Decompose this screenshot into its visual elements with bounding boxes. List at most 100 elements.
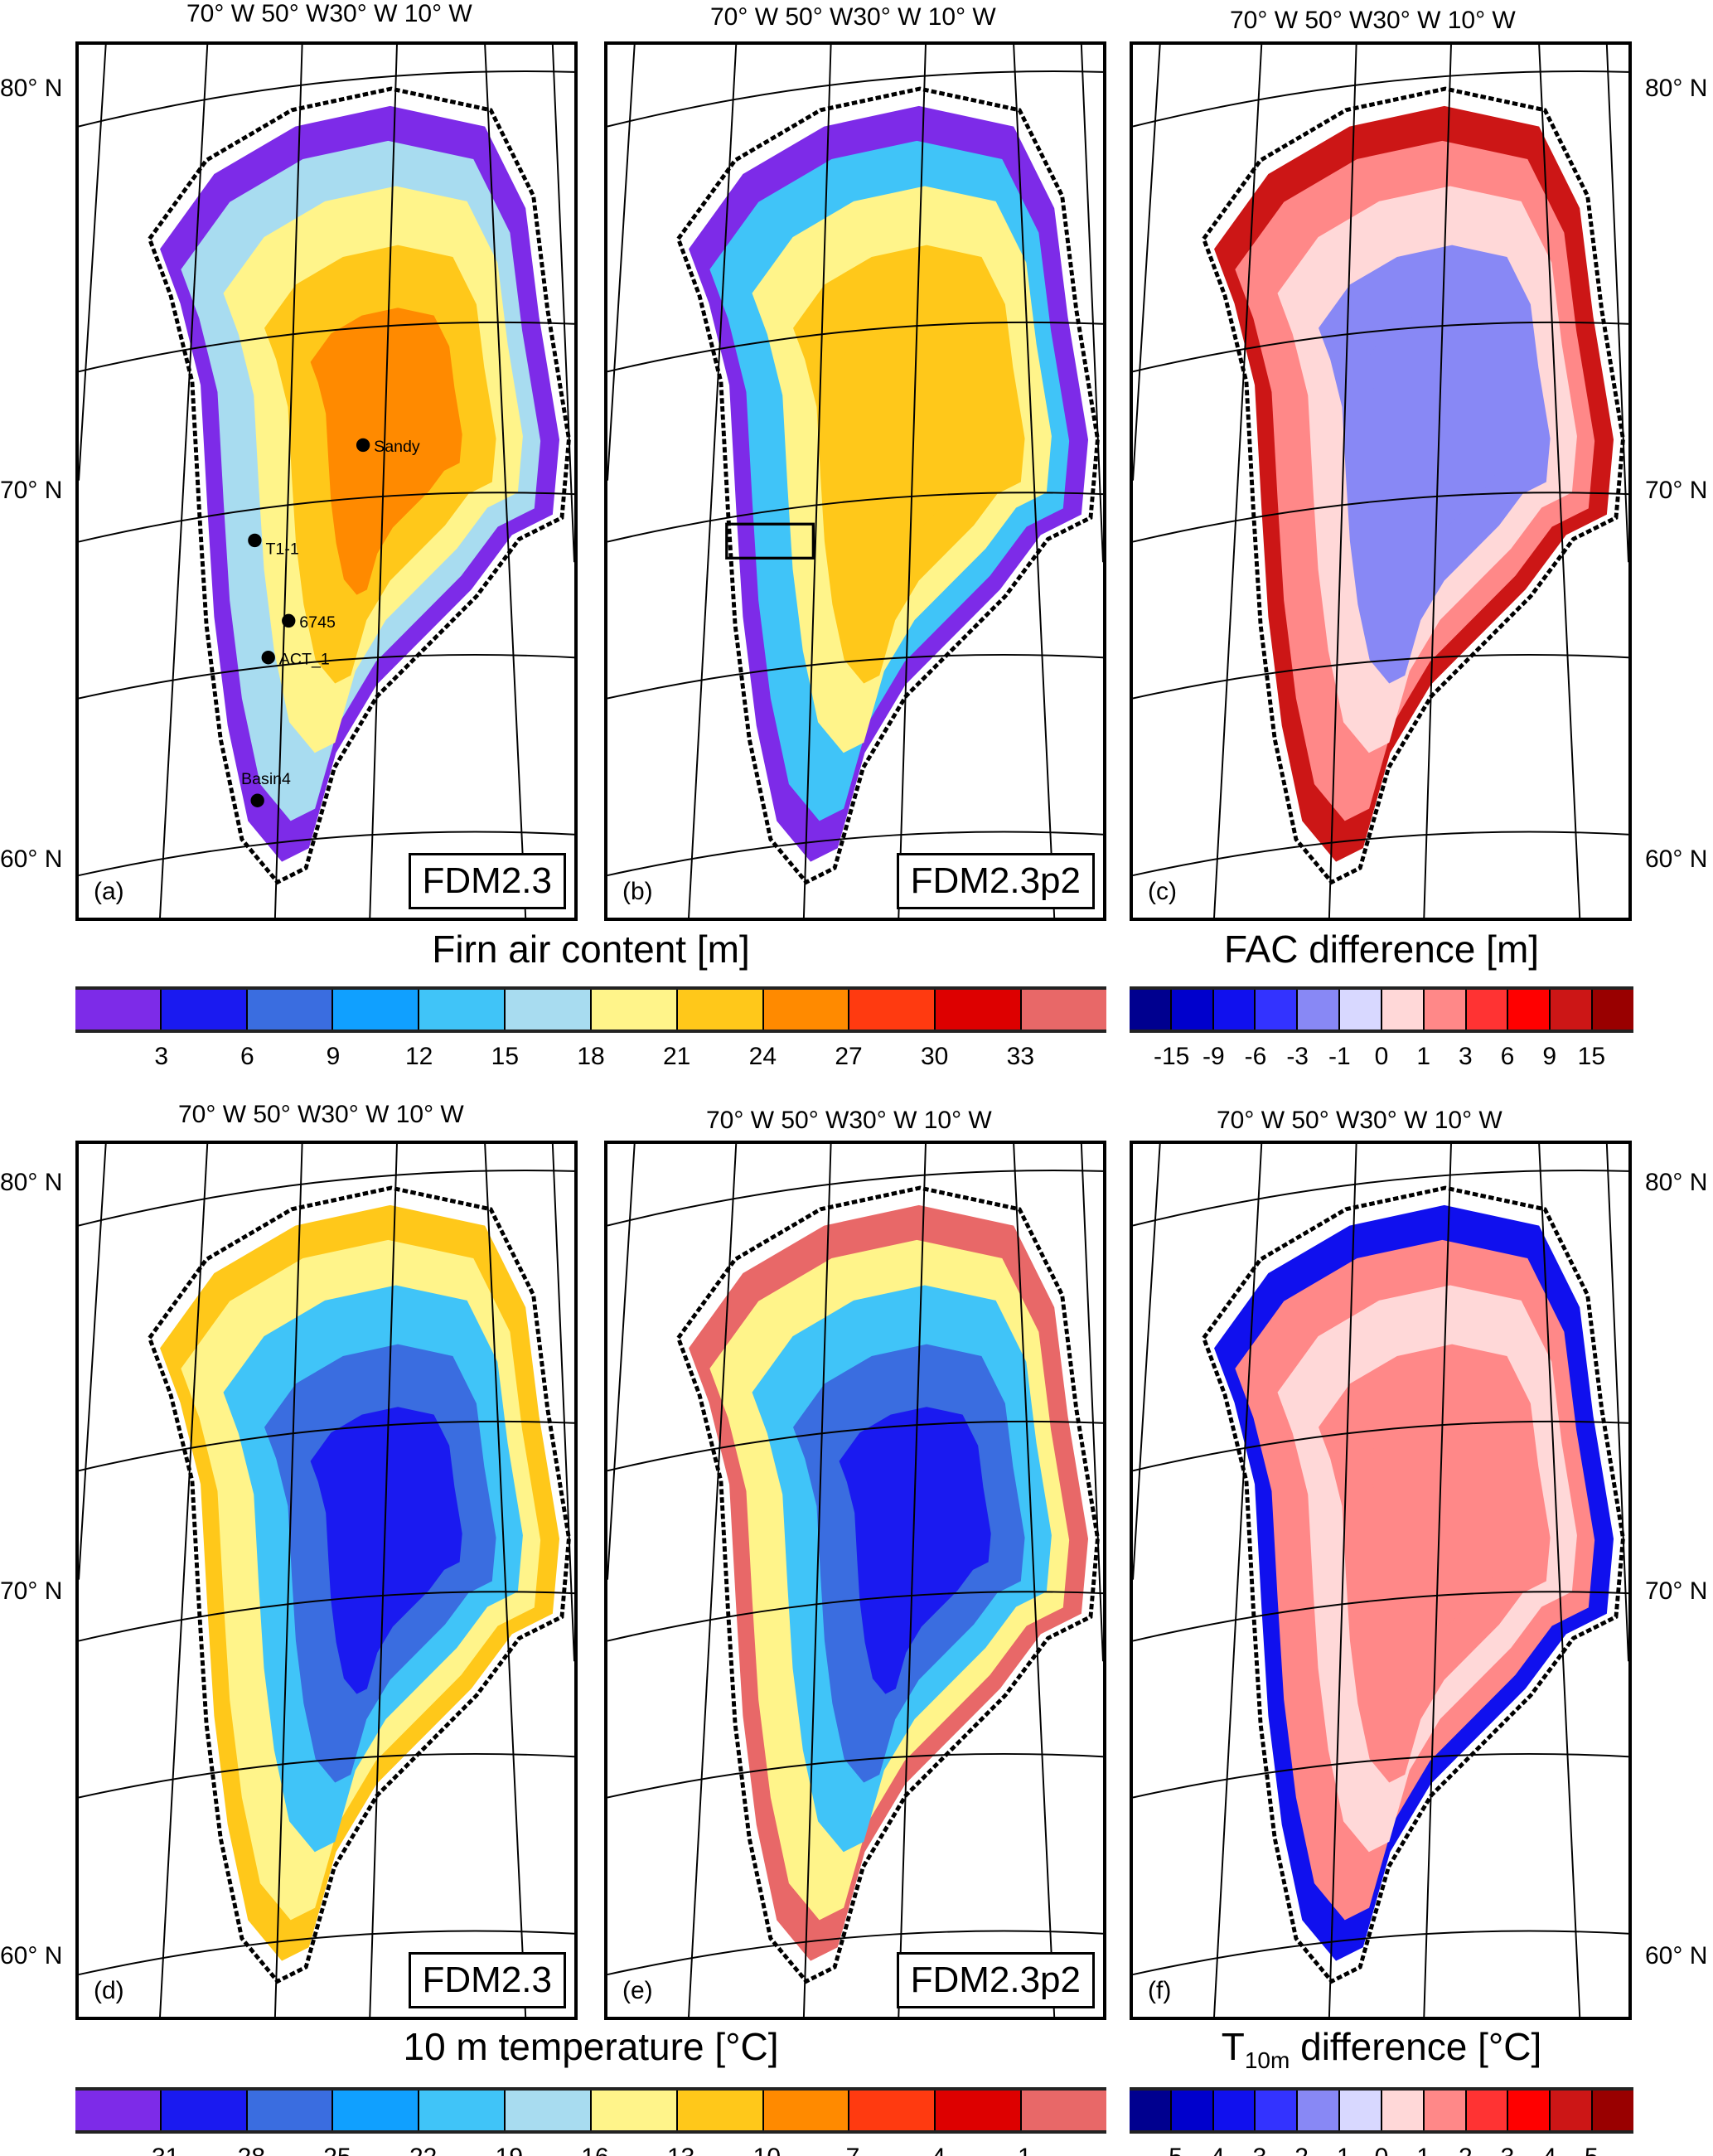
title-main: T — [1221, 2025, 1245, 2068]
colorbar-tick-label: -2 — [1286, 2144, 1309, 2156]
meridian-line — [1013, 45, 1056, 918]
meridian-line — [688, 1144, 738, 2017]
lat-label-60n-left: 60° N — [0, 845, 63, 873]
model-name-box: FDM2.3p2 — [896, 1952, 1095, 2008]
colorbar-tick-label: -22 — [401, 2144, 437, 2156]
colorbar-box — [247, 990, 334, 1030]
colorbar-tick-label: 15 — [491, 1043, 520, 1070]
colorbar-box — [1256, 2091, 1299, 2130]
colorbar-tick-label: -15 — [1153, 1043, 1190, 1070]
colorbar-tick-label: 3 — [1458, 1043, 1473, 1070]
meridian-line — [79, 1144, 107, 1580]
colorbar-tick-label: 2 — [1459, 2144, 1473, 2156]
meridian-line — [802, 45, 832, 918]
colorbar-box — [1382, 2091, 1425, 2130]
colorbar-tick-label: 4 — [1542, 2144, 1556, 2156]
meridian-line — [1538, 45, 1581, 918]
colorbar-box — [75, 990, 162, 1030]
latitude-line — [1133, 321, 1628, 373]
latitude-line — [607, 1170, 1103, 1227]
colorbar-tick-label: 9 — [326, 1043, 341, 1070]
lat-label-70n-left-2: 70° N — [0, 1577, 63, 1605]
map-zone-4 — [839, 1407, 991, 1694]
panel-label: (b) — [622, 878, 653, 905]
colorbar-tick-label: -4 — [923, 2144, 946, 2156]
map-panel-e: (e) FDM2.3p2 — [604, 1141, 1106, 2020]
colorbar-tick-label: 6 — [1500, 1043, 1515, 1070]
colorbar-box — [591, 2091, 678, 2130]
colorbar-tick-label: -1 — [1328, 1043, 1351, 1070]
colorbar-t10 — [75, 2087, 1106, 2134]
latitude-line — [607, 321, 1103, 373]
map-panel-f: (f) — [1130, 1141, 1632, 2020]
lon-labels-e: 70° W 50° W30° W 10° W — [706, 1107, 992, 1134]
meridian-line — [1328, 45, 1357, 918]
colorbar-tick-label: 15 — [1577, 1043, 1606, 1070]
panel-label: (d) — [94, 1977, 124, 2004]
station-label: ACT_1 — [279, 650, 330, 668]
colorbar-box — [1551, 2091, 1594, 2130]
colorbar-box — [677, 990, 764, 1030]
map-canvas — [607, 45, 1103, 918]
colorbar-box — [1130, 990, 1172, 1030]
meridian-line — [898, 45, 927, 918]
colorbar-tick-label: -1 — [1328, 2144, 1351, 2156]
colorbar-box — [1382, 990, 1425, 1030]
colorbar-tick-label: 24 — [748, 1043, 777, 1070]
colorbar-box — [677, 2091, 764, 2130]
colorbar-box — [75, 2091, 162, 2130]
colorbar-tick-label: -9 — [1202, 1043, 1225, 1070]
meridian-line — [1133, 45, 1161, 481]
colorbar-tick-label: -3 — [1286, 1043, 1309, 1070]
latitude-line — [607, 1930, 1103, 1976]
latitude-line — [79, 1752, 574, 1799]
map-canvas: Sandy T1-1 6745 ACT_1 Basin4 — [79, 45, 574, 918]
colorbar-tick-label: -3 — [1245, 2144, 1267, 2156]
lon-labels-a: 70° W 50° W30° W 10° W — [186, 0, 472, 27]
colorbar-tick-label: -4 — [1202, 2144, 1225, 2156]
station-label: Sandy — [374, 438, 420, 456]
colorbar-tick-label: -19 — [487, 2144, 523, 2156]
lat-label-70n-left: 70° N — [0, 477, 63, 504]
lon-labels-c: 70° W 50° W30° W 10° W — [1230, 7, 1516, 34]
colorbar-box — [936, 990, 1023, 1030]
colorbar-box — [1298, 990, 1341, 1030]
colorbar-tick-label: -10 — [745, 2144, 781, 2156]
meridian-line — [1080, 45, 1103, 563]
colorbar-box — [333, 2091, 420, 2130]
colorbar-tick-label: -1 — [1009, 2144, 1032, 2156]
station-marker — [248, 533, 262, 548]
latitude-line — [79, 831, 574, 877]
latitude-line — [607, 1591, 1103, 1642]
colorbar-fac — [75, 986, 1106, 1033]
model-name-box: FDM2.3 — [408, 853, 566, 909]
meridian-line — [1013, 1144, 1056, 2017]
colorbar-box — [1213, 990, 1256, 1030]
panel-label: (c) — [1148, 878, 1177, 905]
colorbar-box — [1171, 2091, 1214, 2130]
map-panel-b: (b) FDM2.3p2 — [604, 41, 1106, 921]
latitude-line — [1133, 1591, 1628, 1642]
colorbar-box — [849, 990, 936, 1030]
colorbar-box — [1340, 990, 1382, 1030]
latitude-line — [79, 653, 574, 700]
latitude-line — [1133, 1752, 1628, 1799]
colorbar-box — [1130, 2091, 1172, 2130]
meridian-line — [1213, 1144, 1263, 2017]
colorbar-title-fac-diff: FAC difference [m] — [1223, 928, 1540, 971]
colorbar-box — [936, 2091, 1023, 2130]
meridian-line — [1080, 1144, 1103, 1662]
latitude-line — [607, 70, 1103, 128]
colorbar-tick-label: -28 — [230, 2144, 265, 2156]
latitude-line — [607, 1752, 1103, 1799]
colorbar-box — [1298, 2091, 1341, 2130]
colorbar-box — [1424, 2091, 1467, 2130]
latitude-line — [1133, 1930, 1628, 1976]
latitude-line — [79, 492, 574, 543]
map-panel-a: Sandy T1-1 6745 ACT_1 Basin4 (a) FDM2.3 — [75, 41, 578, 921]
lat-label-60n-right-2: 60° N — [1645, 1942, 1708, 1969]
colorbar-box — [763, 2091, 850, 2130]
latitude-line — [79, 1420, 574, 1472]
colorbar-tick-label: -16 — [573, 2144, 608, 2156]
